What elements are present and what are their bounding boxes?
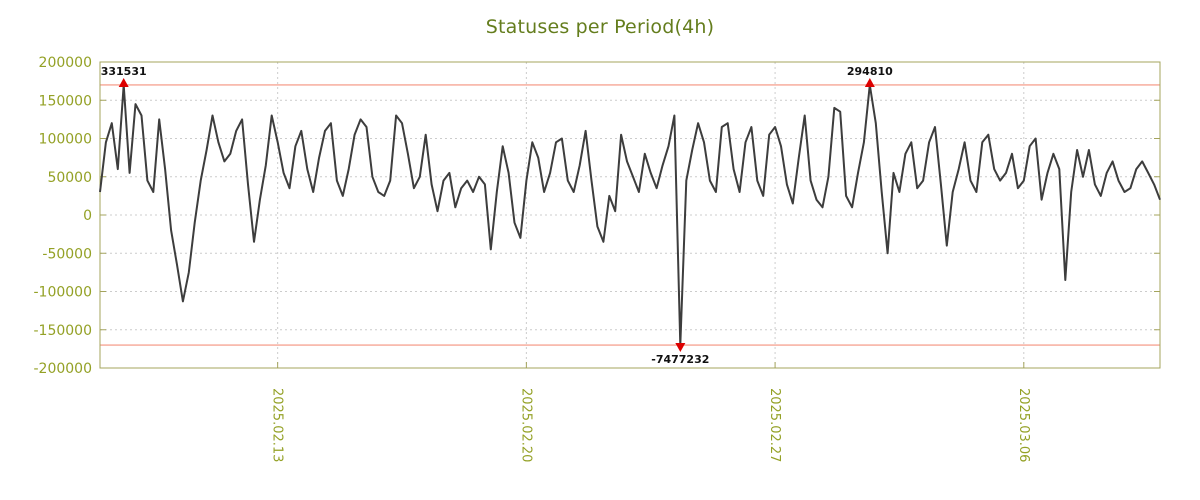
peak-marker-icon [118,77,129,87]
chart-title: Statuses per Period(4h) [485,16,715,38]
y-tick-label: -150000 [34,323,93,339]
y-tick-label: 50000 [47,170,92,186]
x-tick-label: 2025.02.27 [767,388,782,462]
y-tick-label: -50000 [42,246,92,262]
annotation-value-label: 294810 [847,65,893,78]
annotation-value-label: -7477232 [651,353,709,366]
y-tick-label: 0 [83,208,92,224]
x-tick-label: 2025.03.06 [1016,388,1031,462]
series-line [99,84,1161,347]
y-tick-label: -200000 [34,361,93,377]
trough-marker-icon [675,343,686,353]
y-tick-label: -100000 [34,285,93,301]
annotation-value-label: 331531 [101,65,147,78]
x-tick-label: 2025.02.13 [270,388,285,462]
y-tick-label: 200000 [39,55,92,71]
x-tick-label: 2025.02.20 [518,388,533,462]
peak-marker-icon [864,77,875,87]
y-tick-label: 100000 [39,132,92,148]
y-tick-label: 150000 [39,93,92,109]
